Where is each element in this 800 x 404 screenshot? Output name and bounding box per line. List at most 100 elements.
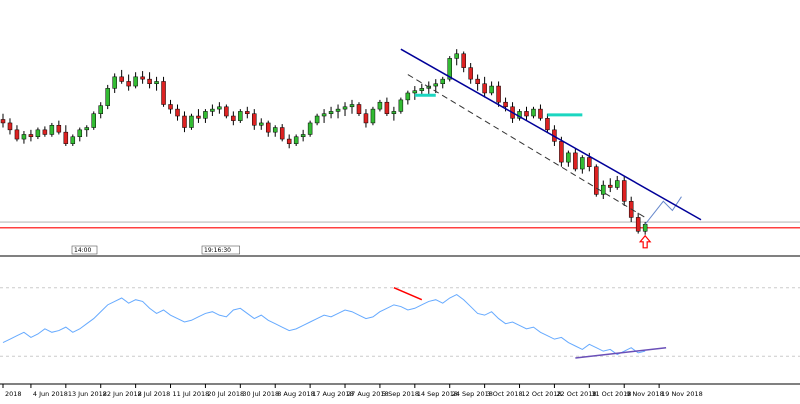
x-tick-label: 8 Aug 2018: [277, 390, 315, 398]
candle-body: [265, 122, 271, 133]
candle-body: [328, 111, 334, 114]
time-label-box: [201, 245, 240, 255]
candle-body: [91, 113, 96, 128]
candle-body: [545, 118, 550, 131]
candle-body: [475, 78, 480, 85]
candle-body: [307, 122, 313, 135]
oscillator-trendline: [575, 346, 667, 359]
candle-body: [279, 127, 285, 140]
x-tick-label: 13 Jun 2018: [68, 390, 107, 398]
candle-body: [0, 119, 6, 124]
candle-body: [35, 129, 41, 138]
candle-body: [84, 127, 90, 131]
candle-body: [580, 157, 585, 170]
candle-body: [203, 111, 208, 119]
candle-body: [496, 85, 501, 103]
candle-body: [335, 108, 341, 112]
candle-body: [189, 115, 194, 128]
x-tick-label: 17 Aug 2018: [312, 390, 354, 398]
candle-body: [231, 115, 236, 121]
candle-body: [391, 111, 397, 114]
x-tick-label: 27 Aug 2018: [347, 390, 389, 398]
time-label-box: [71, 245, 98, 255]
candle-body: [370, 108, 376, 124]
price-pane: 14:00 19:16:30: [0, 48, 800, 255]
candle-body: [503, 101, 508, 108]
candle-body: [133, 76, 138, 87]
candle-body: [300, 134, 306, 138]
x-tick-label: 22 Jun 2018: [103, 390, 142, 398]
x-tick-label: 31 Oct 2018: [591, 390, 631, 398]
candle-body: [126, 81, 131, 87]
candle-body: [531, 108, 536, 117]
candle-body: [161, 81, 166, 105]
candle-body: [635, 217, 641, 232]
price-trendline: [407, 74, 646, 218]
candle-body: [384, 101, 390, 114]
candle-body: [21, 134, 27, 140]
candle-body: [447, 58, 452, 80]
up-arrow-marker: [638, 234, 652, 249]
candle-body: [314, 115, 320, 124]
x-tick-label: 19 Nov 2018: [661, 390, 703, 398]
candle-body: [419, 88, 425, 91]
candle-body: [642, 224, 648, 232]
x-tick-label: 5 Sep 2018: [382, 390, 419, 398]
candle-body: [489, 85, 494, 94]
candle-body: [63, 131, 69, 144]
candle-body: [49, 124, 55, 135]
candle-body: [272, 127, 278, 133]
candle-body: [356, 104, 362, 114]
candle-body: [147, 78, 152, 85]
candle-body: [608, 184, 613, 188]
x-tick-label: 22 Oct 2018: [556, 390, 596, 398]
candle-body: [321, 113, 327, 117]
candle-body: [105, 88, 110, 106]
candle-body: [461, 53, 466, 68]
candle-body: [601, 184, 606, 195]
candle-body: [594, 166, 599, 195]
candle-body: [482, 83, 487, 94]
candle-body: [573, 152, 578, 170]
candle-body: [154, 81, 159, 85]
candle-body: [259, 122, 264, 126]
candle-body: [286, 138, 292, 144]
projection-line: [644, 196, 682, 225]
candle-body: [119, 76, 124, 82]
x-tick-label: 9 Nov 2018: [626, 390, 664, 398]
x-tick-label: 11 Jul 2018: [173, 390, 210, 398]
candle-body: [168, 104, 173, 110]
time-label: 14:00: [74, 247, 91, 254]
candle-body: [398, 99, 404, 112]
candle-body: [468, 67, 473, 80]
candle-body: [140, 76, 145, 80]
candle-body: [42, 129, 48, 135]
candle-body: [28, 134, 34, 138]
oscillator-pane: [0, 287, 800, 359]
candle-body: [433, 83, 439, 87]
candle-body: [524, 111, 529, 117]
x-tick-label: 14 Sep 2018: [417, 390, 458, 398]
candle-body: [412, 90, 418, 94]
candle-body: [210, 108, 215, 112]
candle-body: [614, 180, 620, 188]
candle-body: [98, 105, 103, 114]
candle-body: [454, 53, 459, 59]
candle-body: [342, 106, 348, 110]
candle-body: [56, 124, 62, 133]
candle-body: [440, 78, 445, 85]
candle-body: [621, 180, 627, 202]
x-tick-label: 30 Jul 2018: [242, 390, 279, 398]
candle-body: [217, 106, 222, 110]
candle-body: [112, 76, 117, 89]
candle-body: [405, 92, 411, 101]
price-trendline: [400, 48, 702, 221]
candle-body: [196, 115, 201, 119]
candle-body: [587, 157, 592, 167]
oscillator-trendline: [393, 287, 423, 301]
candle-body: [349, 104, 355, 108]
x-tick-label: 3 Oct 2018: [487, 390, 523, 398]
